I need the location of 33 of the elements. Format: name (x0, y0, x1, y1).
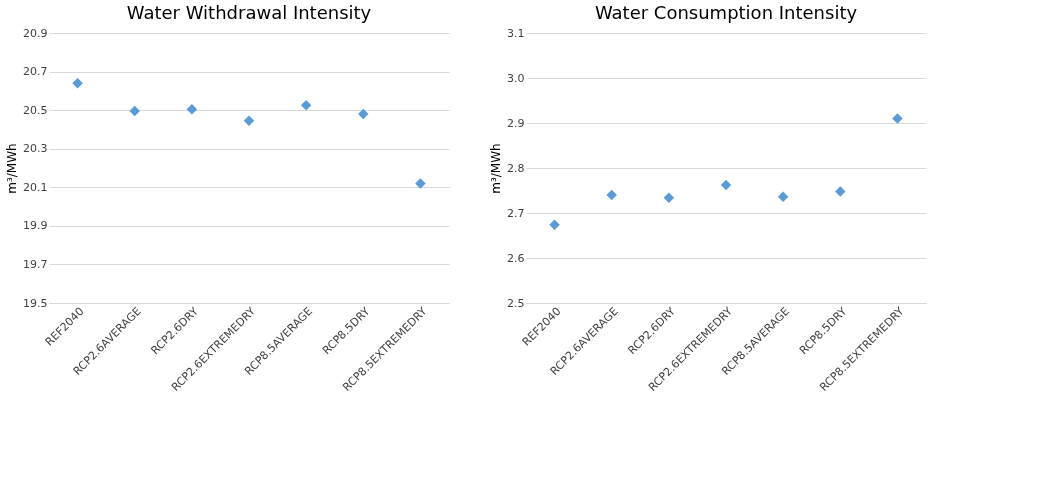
point (186, 103, 198, 115)
chart-title: Water Withdrawal Intensity (126, 2, 372, 23)
y-tick-label: 2.5 (507, 296, 525, 310)
y-tick-label: 2.7 (507, 206, 525, 220)
point (129, 105, 140, 117)
point (606, 189, 617, 201)
point (720, 179, 732, 191)
y-tick-label: 3.0 (507, 71, 525, 85)
point (663, 192, 675, 203)
point (835, 186, 846, 197)
point (300, 100, 312, 111)
y-tick-label: 2.6 (507, 251, 525, 265)
y-tick-label: 3.1 (507, 26, 525, 40)
y-tick-label: 20.3 (23, 142, 48, 156)
point (358, 108, 369, 120)
y-tick-label: 19.7 (23, 257, 48, 271)
y-tick-label: 20.5 (23, 103, 48, 117)
point (72, 77, 83, 89)
y-tick-label: 19.5 (23, 296, 48, 310)
point (777, 191, 789, 203)
y-tick-label: 20.9 (23, 26, 48, 40)
y-axis-title: m³/MWh (5, 143, 20, 194)
y-axis-title: m³/MWh (489, 143, 504, 194)
y-tick-label: 19.9 (23, 219, 48, 233)
chart-title: Water Consumption Intensity (594, 2, 858, 23)
point (415, 178, 426, 189)
y-tick-label: 2.8 (507, 161, 525, 175)
y-tick-label: 20.7 (23, 65, 48, 79)
point (243, 115, 255, 126)
point (892, 113, 903, 124)
point (549, 219, 560, 230)
y-tick-label: 20.1 (23, 180, 48, 194)
y-tick-label: 2.9 (507, 116, 525, 130)
